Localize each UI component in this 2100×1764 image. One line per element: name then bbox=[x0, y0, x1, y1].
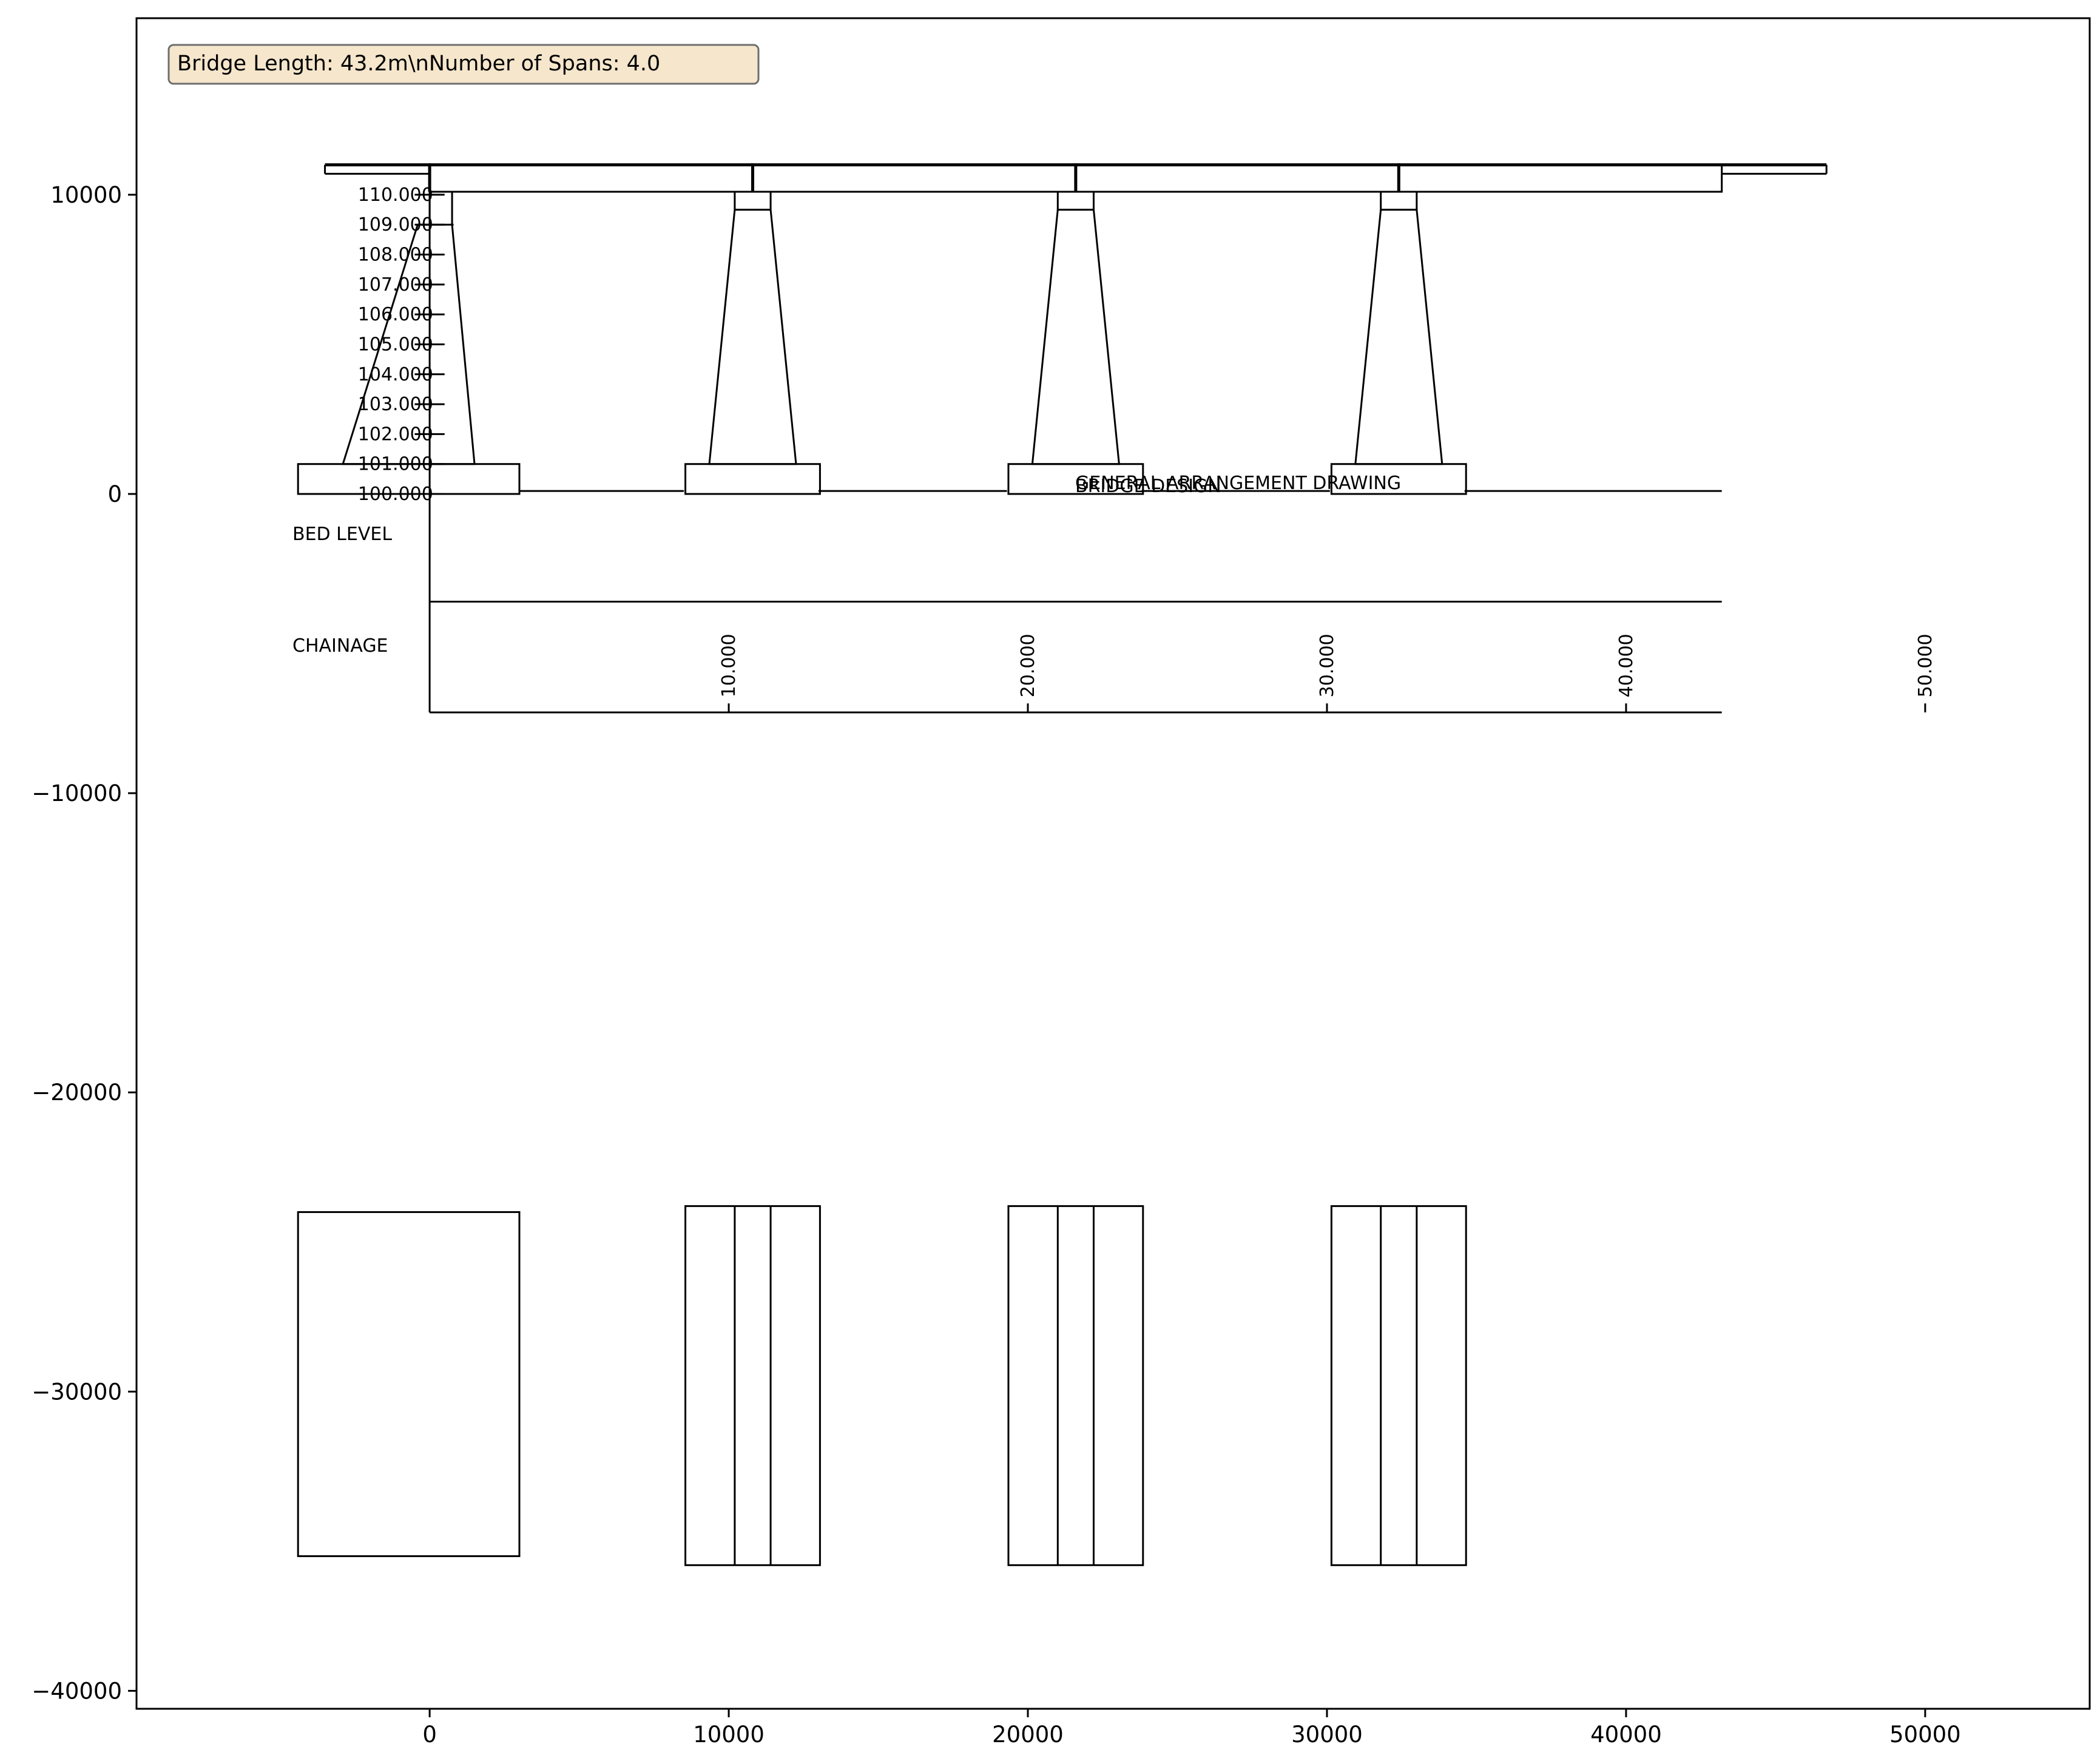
drawing-title-general-arrangement: GENERAL ARRANGEMENT DRAWING bbox=[1075, 473, 1401, 494]
x-axis-ticks: 0 10000 20000 30000 40000 50000 bbox=[422, 1709, 1961, 1748]
level-label: 105.000 bbox=[358, 334, 433, 355]
info-box-background bbox=[167, 44, 760, 85]
x-tick-label: 30000 bbox=[1291, 1722, 1363, 1748]
plot-frame bbox=[135, 17, 2091, 1710]
x-tick-label: 50000 bbox=[1889, 1722, 1961, 1748]
level-label: 106.000 bbox=[358, 304, 433, 325]
pier-plan-footing bbox=[684, 1205, 821, 1566]
chainage-value-label: 40.000 bbox=[1616, 634, 1637, 697]
x-tick-label: 10000 bbox=[693, 1722, 765, 1748]
level-label: 103.000 bbox=[358, 394, 433, 415]
pier-plan-footing bbox=[1330, 1205, 1467, 1566]
pier-footing bbox=[684, 463, 821, 495]
x-tick-label: 40000 bbox=[1590, 1722, 1662, 1748]
bridge-elevation-and-plan: 110.000 109.000 108.000 107.000 106.000 105.0… bbox=[297, 163, 1936, 1566]
level-label: 110.000 bbox=[358, 184, 433, 206]
x-tick-label: 20000 bbox=[992, 1722, 1064, 1748]
pier-footing bbox=[1330, 463, 1467, 495]
level-label: 109.000 bbox=[358, 214, 433, 235]
chainage-row-label: CHAINAGE bbox=[292, 635, 388, 657]
level-label: 107.000 bbox=[358, 274, 433, 296]
chainage-value-label: 10.000 bbox=[718, 634, 740, 697]
chainage-value-label: 30.000 bbox=[1317, 634, 1338, 697]
pier-footing bbox=[1007, 463, 1144, 495]
pier-plan-footing bbox=[1007, 1205, 1144, 1566]
y-tick-label: −40000 bbox=[32, 1678, 122, 1704]
y-tick-label: 10000 bbox=[50, 182, 122, 208]
y-axis-ticks: 10000 0 −10000 −20000 −30000 −40000 bbox=[32, 182, 137, 1704]
level-label: 101.000 bbox=[358, 454, 433, 475]
level-label: 100.000 bbox=[358, 484, 433, 505]
chainage-value-label: 20.000 bbox=[1018, 634, 1039, 697]
y-tick-label: −10000 bbox=[32, 780, 122, 806]
level-label: 102.000 bbox=[358, 424, 433, 445]
y-tick-label: −30000 bbox=[32, 1379, 122, 1405]
abutment-plan-footing bbox=[297, 1211, 521, 1558]
info-box-text: Bridge Length: 43.2m\nNumber of Spans: 4… bbox=[177, 52, 660, 76]
y-tick-label: 0 bbox=[107, 481, 122, 507]
level-label: 108.000 bbox=[358, 245, 433, 266]
level-label: 104.000 bbox=[358, 364, 433, 385]
chainage-value-label: 50.000 bbox=[1915, 634, 1936, 697]
bed-level-row-label: BED LEVEL bbox=[292, 524, 392, 545]
y-tick-label: −20000 bbox=[32, 1080, 122, 1106]
drawing-title-bridge-design: BRIDGE DESIGN bbox=[1075, 476, 1221, 497]
x-tick-label: 0 bbox=[422, 1722, 437, 1748]
